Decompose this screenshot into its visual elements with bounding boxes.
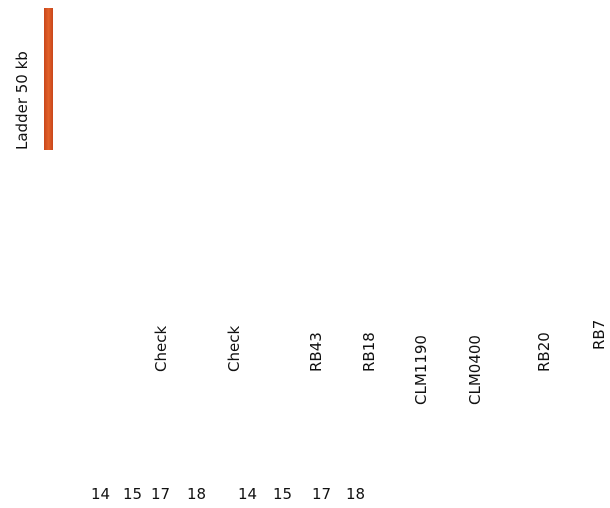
ladder-band xyxy=(44,8,53,150)
lane-label: CLM1190 xyxy=(412,335,430,405)
lane-label: Check xyxy=(152,326,170,372)
lane-label: CLM0400 xyxy=(466,335,484,405)
lane-number: 18 xyxy=(187,485,206,503)
lane-number: 17 xyxy=(151,485,170,503)
lane-number: 18 xyxy=(346,485,365,503)
lane-number: 17 xyxy=(312,485,331,503)
lane-label: RB7 xyxy=(590,320,608,350)
lane-number: 14 xyxy=(91,485,110,503)
lane-label: RB18 xyxy=(360,332,378,372)
lane-label: RB43 xyxy=(307,332,325,372)
lane-label: RB20 xyxy=(535,332,553,372)
lane-label: Check xyxy=(225,326,243,372)
lane-number: 15 xyxy=(273,485,292,503)
gel-figure: Ladder 50 kb Check Check RB43 RB18 CLM11… xyxy=(0,0,610,508)
lane-number: 15 xyxy=(123,485,142,503)
lane-number: 14 xyxy=(238,485,257,503)
ladder-label: Ladder 50 kb xyxy=(13,51,31,150)
